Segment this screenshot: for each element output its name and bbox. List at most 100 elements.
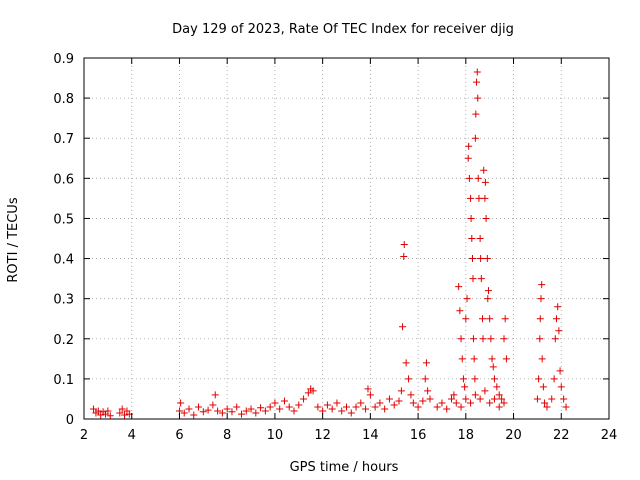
data-point	[242, 407, 250, 415]
data-point	[457, 403, 465, 411]
data-point	[364, 385, 372, 393]
data-point	[479, 335, 487, 343]
data-point	[464, 154, 472, 162]
data-point	[309, 387, 317, 395]
data-point	[271, 399, 279, 407]
data-point	[562, 403, 570, 411]
data-point	[116, 409, 124, 417]
data-point	[223, 405, 231, 413]
data-point	[261, 407, 269, 415]
data-point	[300, 395, 308, 403]
data-point	[541, 399, 549, 407]
data-point	[295, 401, 303, 409]
data-point	[486, 315, 494, 323]
data-point	[557, 383, 565, 391]
y-tick-label: 0.7	[53, 132, 74, 147]
data-point	[560, 395, 568, 403]
data-point	[338, 407, 346, 415]
data-point	[484, 287, 492, 295]
data-point	[465, 142, 473, 150]
data-point	[276, 405, 284, 413]
data-point	[473, 78, 481, 86]
data-point	[414, 403, 422, 411]
data-point	[484, 295, 492, 303]
data-point	[455, 283, 463, 291]
y-axis-label: ROTI / TECUs	[6, 197, 21, 282]
data-point	[467, 399, 475, 407]
data-point	[533, 395, 541, 403]
data-point	[474, 174, 482, 182]
data-point	[462, 395, 470, 403]
data-point	[489, 363, 497, 371]
data-point	[443, 405, 451, 413]
data-point	[426, 395, 434, 403]
data-point	[180, 409, 188, 417]
data-point	[190, 411, 198, 419]
data-point	[481, 194, 489, 202]
data-point	[323, 401, 331, 409]
data-point	[106, 412, 114, 420]
x-tick-label: 10	[267, 428, 284, 443]
data-point	[397, 387, 405, 395]
data-point	[433, 403, 441, 411]
data-point	[400, 241, 408, 249]
data-point	[536, 315, 544, 323]
data-point	[538, 281, 546, 289]
data-point	[421, 375, 429, 383]
data-point	[185, 405, 193, 413]
y-tick-label: 0.2	[53, 333, 74, 348]
data-point	[285, 403, 293, 411]
y-tick-label: 0	[66, 413, 74, 428]
data-point	[409, 399, 417, 407]
data-point	[537, 295, 545, 303]
x-tick-label: 14	[362, 428, 379, 443]
data-point	[461, 383, 469, 391]
data-point	[347, 409, 355, 417]
x-tick-label: 12	[314, 428, 331, 443]
data-point	[471, 134, 479, 142]
data-point	[555, 327, 563, 335]
y-tick-label: 0.4	[53, 253, 74, 268]
data-point	[472, 110, 480, 118]
y-tick-label: 0.1	[53, 373, 74, 388]
data-point	[90, 405, 98, 413]
y-tick-label: 0.8	[53, 92, 74, 107]
data-point	[121, 411, 129, 419]
y-tick-label: 0.5	[53, 212, 74, 227]
data-point	[214, 407, 222, 415]
x-tick-label: 4	[128, 428, 136, 443]
data-points	[90, 68, 570, 420]
data-point	[402, 359, 410, 367]
data-point	[467, 194, 475, 202]
axis-ticks: 2 4 6 8 10 12 14 16 18 20 22 2400.10.20.30.40.50.60…	[53, 52, 617, 443]
data-point	[501, 315, 509, 323]
data-point	[233, 403, 241, 411]
data-point	[211, 391, 219, 399]
data-point	[457, 335, 465, 343]
data-point	[468, 235, 476, 242]
data-point	[177, 399, 185, 407]
x-tick-label: 20	[505, 428, 522, 443]
x-tick-label: 8	[223, 428, 231, 443]
data-point	[474, 94, 482, 102]
data-point	[399, 323, 407, 331]
data-point	[366, 391, 374, 399]
data-point	[483, 255, 491, 263]
data-point	[553, 315, 560, 323]
chart-title: Day 129 of 2023, Rate Of TEC Index for r…	[172, 22, 514, 37]
data-point	[551, 335, 559, 343]
data-point	[463, 295, 471, 303]
data-point	[333, 399, 341, 407]
data-point	[462, 315, 470, 323]
data-point	[328, 405, 336, 413]
data-point	[448, 395, 455, 403]
data-point	[536, 335, 544, 343]
data-point	[469, 255, 476, 263]
data-point	[548, 395, 556, 403]
grid-lines	[84, 58, 609, 419]
y-tick-label: 0.9	[53, 52, 74, 67]
data-point	[385, 395, 393, 403]
data-point	[407, 391, 415, 399]
data-point	[498, 395, 506, 403]
